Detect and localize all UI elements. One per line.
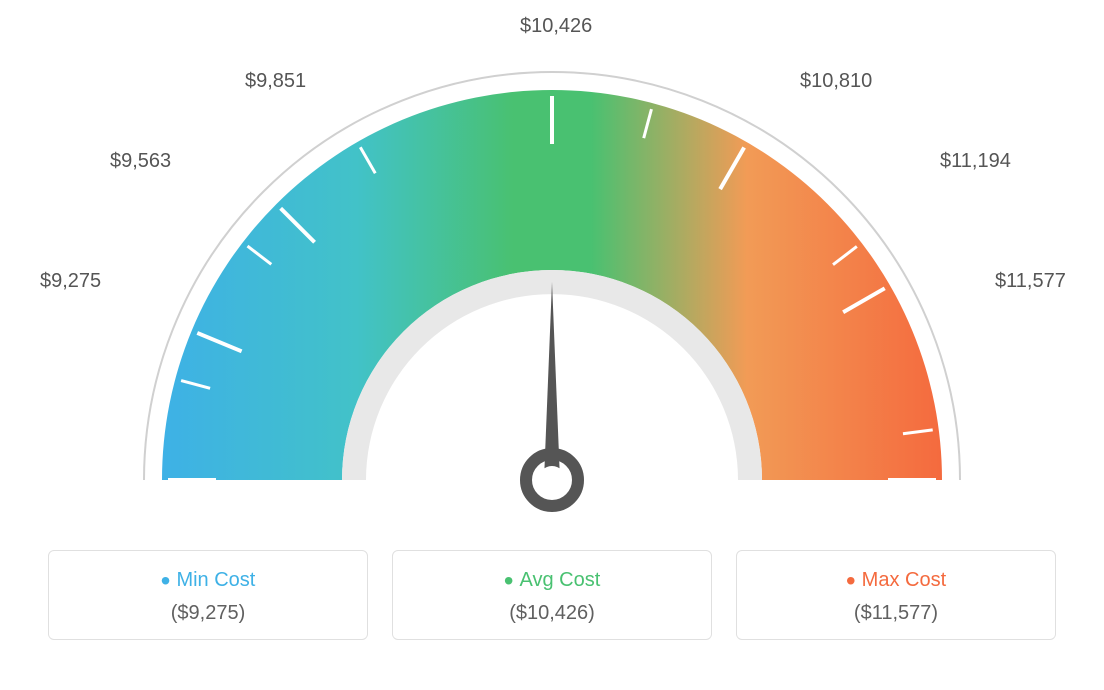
- legend-title: •Avg Cost: [403, 569, 701, 592]
- gauge-tick-label: $10,426: [520, 15, 592, 38]
- legend-dot-icon: •: [161, 565, 171, 596]
- legend-value: ($11,577): [747, 602, 1045, 625]
- legend-value: ($9,275): [59, 602, 357, 625]
- legend-card: •Min Cost ($9,275): [48, 550, 368, 640]
- legend-title: •Min Cost: [59, 569, 357, 592]
- legend-card: •Avg Cost($10,426): [392, 550, 712, 640]
- legend-title-text: Min Cost: [176, 569, 255, 591]
- legend-title: •Max Cost: [747, 569, 1045, 592]
- legend-value: ($10,426): [403, 602, 701, 625]
- legend-card: •Max Cost($11,577): [736, 550, 1056, 640]
- gauge-tick-label: $10,810: [800, 70, 872, 93]
- legend-row: •Min Cost($9,275)•Avg Cost($10,426)•Max …: [20, 550, 1084, 640]
- gauge-tick-label: $9,563: [110, 150, 171, 173]
- gauge-tick-label: $9,851: [245, 70, 306, 93]
- gauge-tick-label: $11,194: [940, 150, 1011, 173]
- legend-dot-icon: •: [846, 565, 856, 596]
- gauge-tick-label: $9,275: [40, 270, 101, 293]
- legend-title-text: Max Cost: [862, 569, 946, 591]
- legend-dot-icon: •: [504, 565, 514, 596]
- gauge-tick-label: $11,577: [995, 270, 1066, 293]
- gauge-chart: $9,275$9,563$9,851$10,426$10,810$11,194$…: [20, 20, 1084, 520]
- legend-title-text: Avg Cost: [520, 569, 601, 591]
- gauge-svg: [20, 20, 1084, 520]
